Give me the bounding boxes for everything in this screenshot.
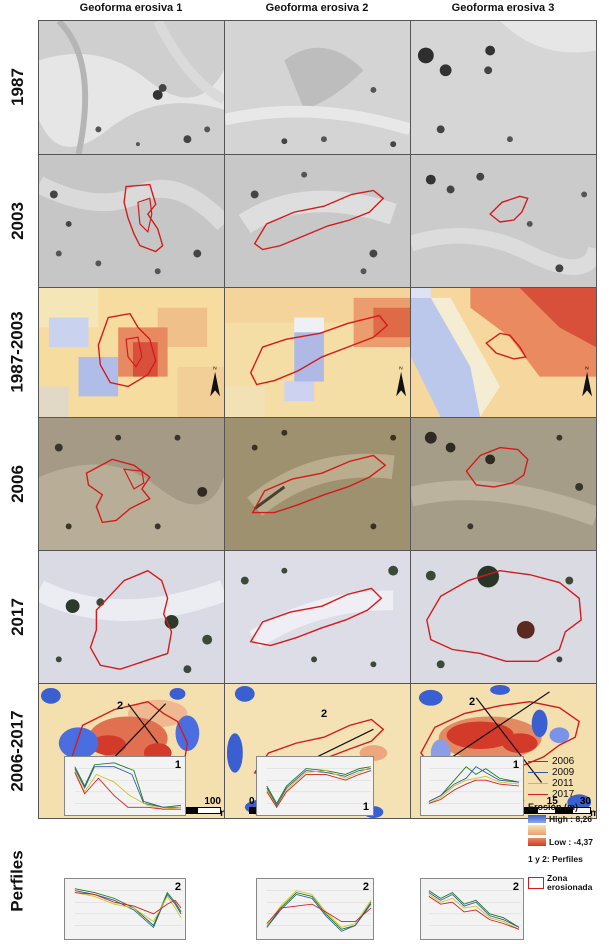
row-label-2017: 2017 bbox=[8, 597, 28, 636]
image-1987-col2 bbox=[224, 20, 411, 155]
legend-item-2017: 2017 bbox=[528, 789, 608, 800]
north-arrow-icon: N bbox=[210, 366, 221, 397]
column-heading-3: Geoforma erosiva 3 bbox=[451, 2, 555, 14]
image-2003-col3 bbox=[410, 154, 597, 288]
column-heading-1: Geoforma erosiva 1 bbox=[79, 2, 183, 14]
row-label-1987: 1987 bbox=[8, 68, 28, 106]
heatmap-1987-2003-col1: N bbox=[38, 287, 225, 418]
row-label-perfiles: Perfiles bbox=[8, 850, 27, 912]
image-2003-col2 bbox=[224, 154, 411, 288]
scale-label: 30 bbox=[579, 796, 591, 807]
image-1987-col3 bbox=[410, 20, 597, 155]
image-2006-col3 bbox=[410, 417, 597, 551]
svg-text:N: N bbox=[585, 366, 589, 372]
svg-text:N: N bbox=[399, 366, 403, 372]
chart-number: 1 bbox=[512, 759, 519, 771]
profile-chart-col2-1: 1 bbox=[256, 756, 374, 816]
image-2003-col1 bbox=[38, 154, 225, 288]
legend-zone: Zona erosionada bbox=[528, 874, 608, 892]
scale-label: 100 bbox=[204, 796, 221, 807]
profile-label-2: 2 bbox=[117, 700, 124, 712]
chart-number: 1 bbox=[174, 759, 181, 771]
profile-chart-col3-1: 1 bbox=[420, 756, 524, 816]
legend-item-2009: 2009 bbox=[528, 767, 608, 778]
profile-label-2: 2 bbox=[469, 696, 476, 708]
chart-number: 1 bbox=[362, 801, 369, 813]
image-2017-col3 bbox=[410, 550, 597, 684]
image-1987-col1 bbox=[38, 20, 225, 155]
row-label-2006: 2006 bbox=[8, 464, 28, 503]
heatmap-1987-2003-col3: N bbox=[410, 287, 597, 418]
image-2017-col2 bbox=[224, 550, 411, 684]
legend-high: High : 8,26 bbox=[528, 812, 608, 825]
profile-chart-col3-2: 2 bbox=[420, 878, 524, 940]
image-2017-col1 bbox=[38, 550, 225, 684]
legend-item-2011: 2011 bbox=[528, 778, 608, 789]
legend-erosion-title: Erosión (m) bbox=[528, 802, 579, 812]
image-2006-col1 bbox=[38, 417, 225, 551]
row-label-2003: 2003 bbox=[8, 201, 28, 240]
scale-unit: m bbox=[590, 808, 596, 818]
row-label-1987-2003: 1987-2003 bbox=[8, 311, 27, 393]
scale-label: 0 bbox=[249, 796, 255, 807]
scale-label: 15 bbox=[546, 796, 558, 807]
north-arrow-icon: N bbox=[396, 366, 407, 397]
heatmap-1987-2003-col2: N bbox=[224, 287, 411, 418]
legend: 2006 2009 2011 2017 Erosión (m) High : 8… bbox=[528, 756, 608, 892]
svg-text:N: N bbox=[213, 366, 217, 372]
legend-item-2006: 2006 bbox=[528, 756, 608, 767]
column-heading-2: Geoforma erosiva 2 bbox=[265, 2, 369, 14]
chart-number: 2 bbox=[362, 881, 369, 893]
erosion-map-col3: 2 1 0 15 30 m bbox=[410, 683, 597, 819]
profile-label-2: 2 bbox=[321, 708, 328, 720]
profile-chart-col1-1: 1 bbox=[64, 756, 186, 816]
chart-number: 2 bbox=[512, 881, 519, 893]
scale-unit: m bbox=[220, 808, 224, 818]
north-arrow-icon: N bbox=[582, 366, 593, 397]
legend-low: Low : -4,37 bbox=[528, 835, 608, 848]
legend-profiles-note: 1 y 2: Perfiles bbox=[528, 854, 583, 864]
profile-chart-col2-2: 2 bbox=[256, 878, 374, 940]
image-2006-col2 bbox=[224, 417, 411, 551]
profile-chart-col1-2: 2 bbox=[64, 878, 186, 940]
chart-number: 2 bbox=[174, 881, 181, 893]
row-label-2006-2017: 2006-2017 bbox=[8, 709, 27, 792]
